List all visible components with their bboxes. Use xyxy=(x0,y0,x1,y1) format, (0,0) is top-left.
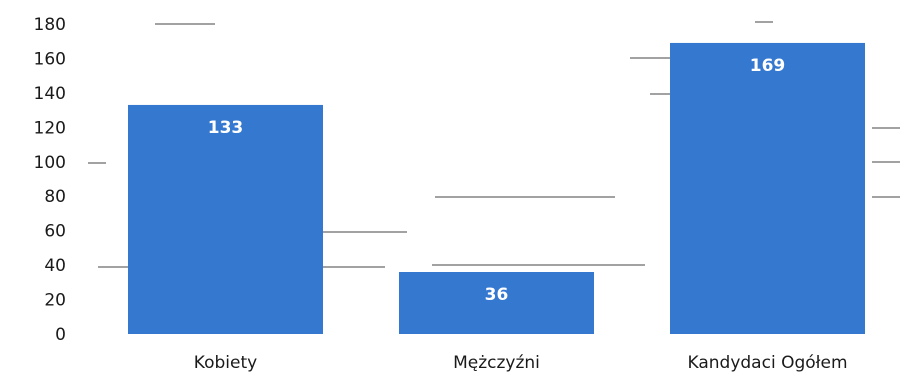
y-tick-label: 80 xyxy=(44,187,66,207)
data-labels: 133 36 169 xyxy=(208,56,786,305)
bar-data-label: 36 xyxy=(485,285,509,305)
bar-data-label: 133 xyxy=(208,118,244,138)
category-label: Kandydaci Ogółem xyxy=(688,353,848,373)
y-tick-label: 120 xyxy=(34,118,66,138)
bar xyxy=(399,272,594,334)
y-tick-label: 160 xyxy=(34,49,66,69)
y-axis-tick-labels: 0 20 40 60 80 100 120 140 160 180 xyxy=(34,15,66,345)
y-tick-label: 100 xyxy=(34,153,66,173)
bar xyxy=(128,104,323,334)
y-tick-label: 140 xyxy=(34,84,66,104)
bar xyxy=(670,42,865,334)
y-tick-label: 180 xyxy=(34,15,66,35)
scan-artifacts xyxy=(88,21,900,268)
bar-data-label: 169 xyxy=(750,56,786,76)
y-tick-label: 60 xyxy=(44,222,66,242)
y-tick-label: 0 xyxy=(55,325,66,345)
y-tick-label: 40 xyxy=(44,256,66,276)
y-tick-label: 20 xyxy=(44,291,66,311)
x-axis-category-labels: Kobiety Mężczyźni Kandydaci Ogółem xyxy=(194,353,848,373)
category-label: Kobiety xyxy=(194,353,257,373)
category-label: Mężczyźni xyxy=(453,353,540,373)
bars xyxy=(128,42,865,334)
